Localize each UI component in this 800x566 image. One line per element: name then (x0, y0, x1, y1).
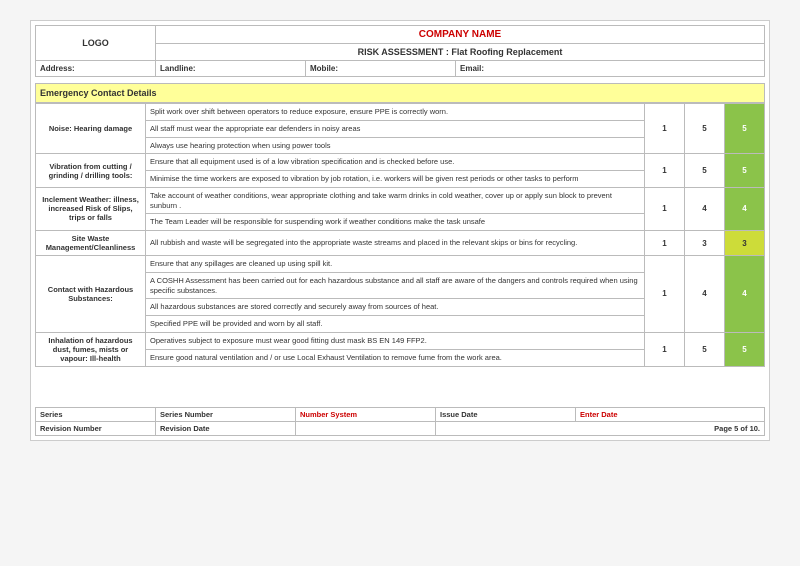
revision-number-label: Revision Number (36, 421, 156, 435)
hazard-cell: Noise: Hearing damage (36, 104, 146, 154)
risk-table: Noise: Hearing damageSplit work over shi… (35, 103, 765, 367)
number-system-label: Number System (296, 407, 436, 421)
likelihood-cell: 1 (645, 231, 685, 256)
likelihood-cell: 1 (645, 256, 685, 333)
footer-blank (296, 421, 436, 435)
company-name: COMPANY NAME (156, 26, 765, 44)
document: LOGO COMPANY NAME RISK ASSESSMENT : Flat… (30, 20, 770, 441)
measure-cell: Operatives subject to exposure must wear… (146, 332, 645, 349)
logo-cell: LOGO (36, 26, 156, 61)
hazard-cell: Contact with Hazardous Substances: (36, 256, 146, 333)
section-header-table: Emergency Contact Details (35, 83, 765, 103)
address-label: Address: (36, 61, 156, 77)
severity-cell: 4 (685, 187, 725, 230)
measure-cell: All hazardous substances are stored corr… (146, 299, 645, 316)
table-row: Inhalation of hazardous dust, fumes, mis… (36, 332, 765, 349)
measure-cell: Specified PPE will be provided and worn … (146, 316, 645, 333)
revision-date-label: Revision Date (156, 421, 296, 435)
risk-cell: 5 (725, 154, 765, 188)
section-title: Emergency Contact Details (36, 84, 765, 103)
likelihood-cell: 1 (645, 187, 685, 230)
hazard-cell: Vibration from cutting / grinding / dril… (36, 154, 146, 188)
likelihood-cell: 1 (645, 332, 685, 366)
landline-label: Landline: (156, 61, 306, 77)
header-table: LOGO COMPANY NAME RISK ASSESSMENT : Flat… (35, 25, 765, 77)
risk-cell: 5 (725, 104, 765, 154)
table-row: Vibration from cutting / grinding / dril… (36, 154, 765, 171)
severity-cell: 3 (685, 231, 725, 256)
issue-date-label: Issue Date (436, 407, 576, 421)
measure-cell: Ensure good natural ventilation and / or… (146, 349, 645, 366)
risk-cell: 4 (725, 256, 765, 333)
likelihood-cell: 1 (645, 104, 685, 154)
measure-cell: All rubbish and waste will be segregated… (146, 231, 645, 256)
measure-cell: Ensure that any spillages are cleaned up… (146, 256, 645, 273)
risk-cell: 4 (725, 187, 765, 230)
page-number: Page 5 of 10. (436, 421, 765, 435)
hazard-cell: Inhalation of hazardous dust, fumes, mis… (36, 332, 146, 366)
measure-cell: All staff must wear the appropriate ear … (146, 120, 645, 137)
measure-cell: Take account of weather conditions, wear… (146, 187, 645, 214)
assessment-title: RISK ASSESSMENT : Flat Roofing Replaceme… (156, 44, 765, 61)
measure-cell: The Team Leader will be responsible for … (146, 214, 645, 231)
risk-cell: 3 (725, 231, 765, 256)
hazard-cell: Inclement Weather: illness, increased Ri… (36, 187, 146, 230)
likelihood-cell: 1 (645, 154, 685, 188)
footer-table: Series Series Number Number System Issue… (35, 407, 765, 436)
series-label: Series (36, 407, 156, 421)
table-row: Site Waste Management/CleanlinessAll rub… (36, 231, 765, 256)
measure-cell: Ensure that all equipment used is of a l… (146, 154, 645, 171)
severity-cell: 5 (685, 104, 725, 154)
table-row: Contact with Hazardous Substances:Ensure… (36, 256, 765, 273)
email-label: Email: (456, 61, 765, 77)
mobile-label: Mobile: (306, 61, 456, 77)
table-row: Inclement Weather: illness, increased Ri… (36, 187, 765, 214)
measure-cell: Split work over shift between operators … (146, 104, 645, 121)
measure-cell: Minimise the time workers are exposed to… (146, 171, 645, 188)
severity-cell: 5 (685, 154, 725, 188)
table-row: Noise: Hearing damageSplit work over shi… (36, 104, 765, 121)
hazard-cell: Site Waste Management/Cleanliness (36, 231, 146, 256)
risk-cell: 5 (725, 332, 765, 366)
enter-date-label: Enter Date (576, 407, 765, 421)
series-number-label: Series Number (156, 407, 296, 421)
severity-cell: 4 (685, 256, 725, 333)
measure-cell: A COSHH Assessment has been carried out … (146, 272, 645, 299)
measure-cell: Always use hearing protection when using… (146, 137, 645, 154)
severity-cell: 5 (685, 332, 725, 366)
